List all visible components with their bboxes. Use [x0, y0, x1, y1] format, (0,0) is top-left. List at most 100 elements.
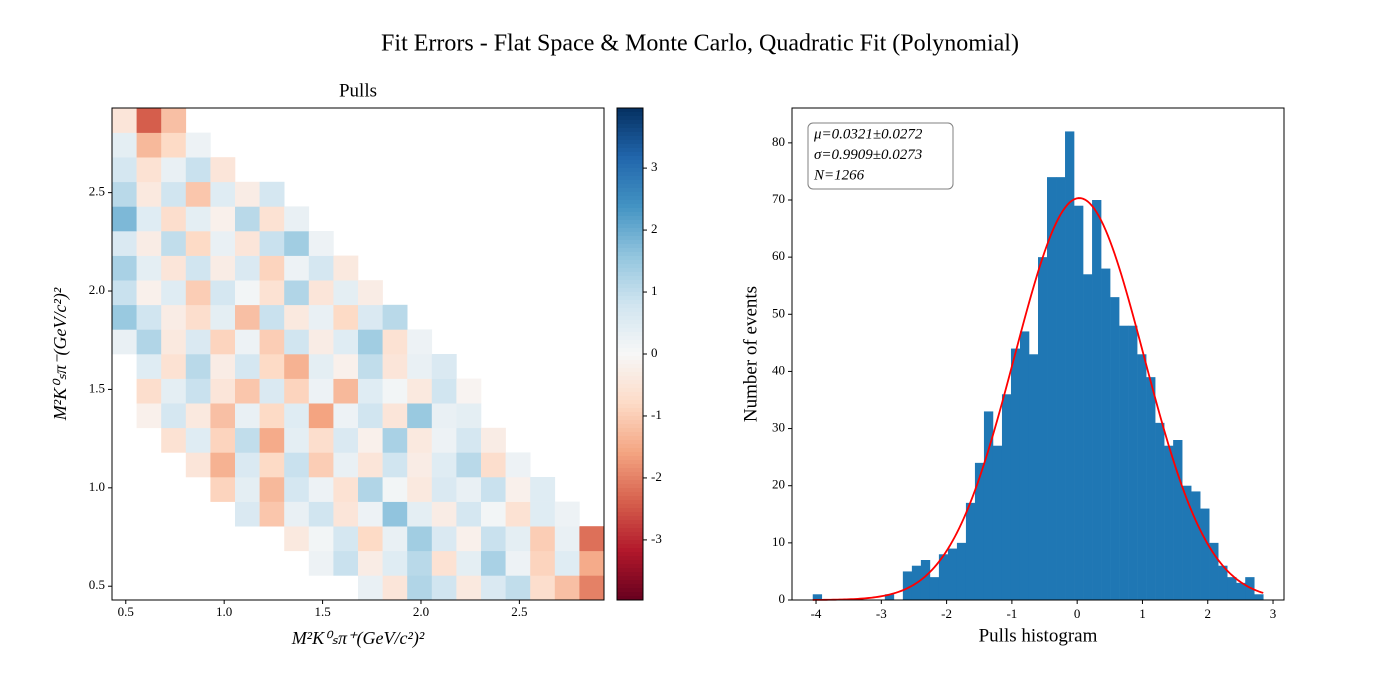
heatmap-cell — [136, 304, 162, 330]
colorbar-swatch — [617, 400, 643, 405]
histogram-bar — [1236, 582, 1246, 600]
heatmap-cell — [333, 354, 359, 379]
colorbar-swatch — [617, 168, 643, 173]
heatmap-cell — [554, 575, 580, 601]
colorbar-swatch — [617, 496, 643, 501]
heatmap-cell — [481, 550, 506, 576]
heatmap-cell — [259, 477, 285, 502]
heatmap-cell — [407, 550, 433, 576]
heatmap-cell — [136, 329, 162, 355]
colorbar-swatch — [617, 304, 643, 309]
histogram-bar — [902, 571, 913, 600]
histogram-bar — [1173, 440, 1183, 600]
heatmap-cell — [136, 181, 162, 207]
y-tick-label: 40 — [772, 362, 785, 377]
x-tick-label: -1 — [1006, 606, 1017, 621]
histogram-bar — [983, 411, 994, 600]
colorbar-swatch — [617, 264, 643, 269]
colorbar-swatch — [617, 252, 643, 257]
heatmap-cell — [382, 452, 408, 478]
heatmap-cell — [136, 280, 162, 306]
histogram-bar — [1038, 257, 1048, 600]
histogram-bar — [1200, 508, 1210, 600]
heatmap-cell — [259, 181, 285, 207]
x-tick-label: 0 — [1074, 606, 1081, 621]
heatmap-cell — [284, 378, 310, 404]
colorbar-swatch — [617, 448, 643, 453]
colorbar-swatch — [617, 524, 643, 529]
colorbar-swatch — [617, 464, 643, 469]
histogram-bar — [1128, 325, 1138, 600]
heatmap-cell — [431, 526, 457, 552]
heatmap-cell — [284, 206, 310, 232]
heatmap-cell — [382, 304, 408, 330]
heatmap-cell — [161, 403, 187, 429]
colorbar-swatch — [617, 536, 643, 541]
colorbar-swatch — [617, 444, 643, 449]
colorbar-swatch — [617, 516, 643, 521]
colorbar-swatch — [617, 356, 643, 361]
heatmap-cell — [407, 477, 433, 502]
colorbar-tick-label: 3 — [651, 159, 658, 174]
colorbar-swatch — [617, 460, 643, 465]
x-tick-label: 1 — [1139, 606, 1146, 621]
x-tick-label: 1.5 — [314, 604, 330, 619]
colorbar-swatch — [617, 204, 643, 209]
heatmap-cell — [185, 304, 211, 330]
colorbar-swatch — [617, 164, 643, 169]
y-axis-label: M²K⁰ₛπ⁻(GeV/c²)² — [50, 287, 71, 421]
colorbar-swatch — [617, 148, 643, 153]
heatmap-cell — [259, 206, 285, 232]
heatmap-cell — [161, 255, 187, 281]
colorbar-swatch — [617, 172, 643, 177]
x-tick-label: 0.5 — [118, 604, 134, 619]
figure-title: Fit Errors - Flat Space & Monte Carlo, Q… — [381, 31, 1019, 57]
heatmap-cell — [161, 280, 187, 306]
colorbar-swatch — [617, 376, 643, 381]
heatmap-cell — [112, 231, 137, 256]
colorbar-swatch — [617, 324, 643, 329]
heatmap-cell — [185, 132, 211, 158]
heatmap-cell — [554, 526, 580, 552]
heatmap-cell — [505, 452, 531, 478]
colorbar-swatch — [617, 388, 643, 393]
x-tick-label: 2.5 — [511, 604, 527, 619]
colorbar-tick-label: -3 — [651, 531, 662, 546]
heatmap-cell — [210, 304, 236, 330]
y-tick-label: 0 — [779, 591, 786, 606]
heatmap-cell — [333, 452, 359, 478]
colorbar-swatch — [617, 408, 643, 413]
colorbar-swatch — [617, 140, 643, 145]
colorbar-swatch — [617, 568, 643, 573]
heatmap-cell — [185, 255, 211, 281]
colorbar-swatch — [617, 456, 643, 461]
heatmap-cell — [431, 452, 457, 478]
heatmap-cell — [185, 181, 211, 207]
heatmap-cell — [358, 575, 383, 601]
heatmap-cell — [235, 477, 260, 502]
y-tick-label: 10 — [772, 534, 785, 549]
heatmap-cell — [407, 526, 433, 552]
heatmap-cell — [333, 378, 359, 404]
x-tick-label: -3 — [876, 606, 887, 621]
histogram-bar — [1019, 331, 1030, 600]
colorbar-swatch — [617, 556, 643, 561]
heatmap-cell — [358, 304, 383, 330]
histogram-bar — [1254, 594, 1264, 600]
heatmap-cell — [185, 231, 211, 256]
colorbar-swatch — [617, 472, 643, 477]
heatmap-cell — [333, 550, 359, 576]
heatmap-cell — [185, 354, 211, 379]
heatmap-cell — [382, 354, 408, 379]
colorbar-swatch — [617, 404, 643, 409]
heatmap-cell — [235, 280, 260, 306]
colorbar-swatch — [617, 508, 643, 513]
heatmap-cell — [530, 550, 556, 576]
colorbar-swatch — [617, 256, 643, 261]
heatmap-cell — [259, 354, 285, 379]
x-tick-label: 2.0 — [413, 604, 429, 619]
heatmap-cell — [259, 329, 285, 355]
colorbar-swatch — [617, 452, 643, 457]
x-axis-label: Pulls histogram — [979, 625, 1098, 646]
heatmap-cell — [235, 255, 260, 281]
